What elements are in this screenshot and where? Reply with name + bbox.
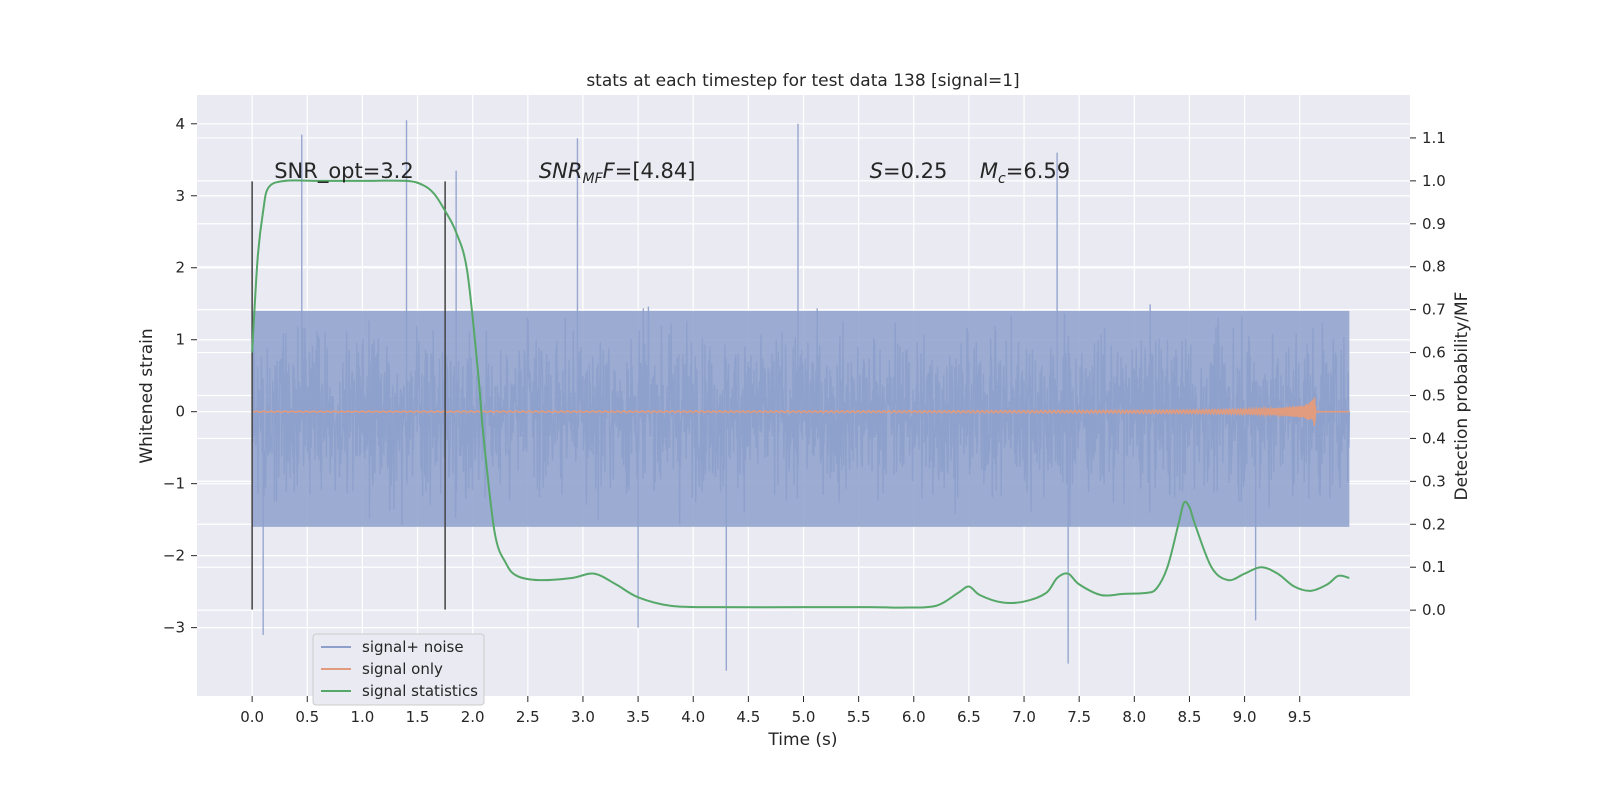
y-left-tick-label: 2 xyxy=(175,259,185,277)
x-tick-label: 4.5 xyxy=(736,708,760,726)
y-left-tick-label: −2 xyxy=(163,547,185,565)
x-tick-label: 8.5 xyxy=(1178,708,1202,726)
annotation-part: M xyxy=(980,159,998,183)
x-axis-ticks: 0.0 0.5 1.0 1.5 2.0 2.5 3.0 3.5 4.0 4.5 5.0 5.5 6.0 6… xyxy=(240,696,1312,726)
y-right-tick-label: 0.0 xyxy=(1422,601,1446,619)
annotation-part: SNR_opt=3.2 xyxy=(274,159,414,184)
x-axis-label: Time (s) xyxy=(767,730,837,750)
annotations: SNR_opt=3.2 SNRMFF=[4.84] S=0.25 Mc=6.59 xyxy=(274,159,1070,187)
x-tick-label: 5.5 xyxy=(847,708,871,726)
legend-box xyxy=(312,633,485,706)
y-axis-left-ticks: −3 −2 −1 0 1 2 3 4 xyxy=(163,115,197,637)
y-axis-left-label: Whitened strain xyxy=(137,328,157,463)
annotation-part: c xyxy=(998,171,1006,187)
x-tick-label: 0.0 xyxy=(240,708,264,726)
y-left-tick-label: 0 xyxy=(175,403,185,421)
y-left-tick-label: −1 xyxy=(163,475,185,493)
y-right-tick-label: 0.7 xyxy=(1422,301,1446,319)
chart-title: stats at each timestep for test data 138… xyxy=(586,71,1019,91)
x-tick-label: 9.0 xyxy=(1233,708,1257,726)
x-tick-label: 7.5 xyxy=(1067,708,1091,726)
y-right-tick-label: 0.9 xyxy=(1422,215,1446,233)
y-left-tick-label: −3 xyxy=(163,619,185,637)
annotation-part: MF xyxy=(582,171,603,187)
series-signal-plus-noise xyxy=(251,120,1351,671)
legend-label-signal-plus-noise: signal+ noise xyxy=(362,638,464,656)
line-signal-only xyxy=(251,397,1350,427)
annotation-text: SNRMFF=[4.84] xyxy=(539,159,696,187)
y-right-tick-label: 0.3 xyxy=(1422,472,1446,490)
annotation-text: S=0.25 xyxy=(870,159,948,183)
annotation-part: S xyxy=(870,159,883,183)
x-tick-label: 9.5 xyxy=(1288,708,1312,726)
y-right-tick-label: 1.1 xyxy=(1422,129,1446,147)
x-tick-label: 1.0 xyxy=(350,708,374,726)
annotation-part: =[4.84] xyxy=(615,159,696,183)
annotation-part: =0.25 xyxy=(883,159,947,183)
y-left-tick-label: 4 xyxy=(175,115,185,133)
y-left-tick-label: 1 xyxy=(175,331,185,349)
line-signal-statistics xyxy=(251,179,1350,609)
x-tick-label: 3.5 xyxy=(626,708,650,726)
y-right-tick-label: 1.0 xyxy=(1422,172,1446,190)
annotation-text: SNR_opt=3.2 xyxy=(274,159,414,184)
y-right-tick-label: 0.8 xyxy=(1422,258,1446,276)
legend-label-signal-only: signal only xyxy=(362,660,443,678)
x-tick-label: 2.0 xyxy=(461,708,485,726)
annotation-part: =6.59 xyxy=(1006,159,1070,183)
annotation-part: F xyxy=(603,159,616,183)
x-tick-label: 8.0 xyxy=(1122,708,1146,726)
y-right-tick-label: 0.6 xyxy=(1422,344,1446,362)
series-signal-statistics xyxy=(251,179,1350,609)
y-right-tick-label: 0.1 xyxy=(1422,558,1446,576)
x-tick-label: 4.0 xyxy=(681,708,705,726)
y-right-tick-label: 0.4 xyxy=(1422,429,1446,447)
vertical-markers xyxy=(251,181,446,610)
x-tick-label: 6.0 xyxy=(902,708,926,726)
x-tick-label: 6.5 xyxy=(957,708,981,726)
y-right-tick-label: 0.2 xyxy=(1422,515,1446,533)
x-tick-label: 2.5 xyxy=(516,708,540,726)
y-axis-right-label: Detection probability/MF xyxy=(1452,292,1472,501)
x-tick-label: 0.5 xyxy=(295,708,319,726)
y-left-tick-label: 3 xyxy=(175,187,185,205)
x-tick-label: 1.5 xyxy=(406,708,430,726)
x-tick-label: 5.0 xyxy=(792,708,816,726)
y-axis-right-ticks: 0.0 0.1 0.2 0.3 0.4 0.5 0.6 0.7 0.8 0.9 1.0 1.1 xyxy=(1410,129,1446,619)
legend-label-signal-statistics: signal statistics xyxy=(362,682,478,700)
annotation-text: Mc=6.59 xyxy=(980,159,1070,187)
noise-core-band xyxy=(252,310,1350,527)
y-right-tick-label: 0.5 xyxy=(1422,387,1446,405)
x-tick-label: 3.0 xyxy=(571,708,595,726)
annotation-part: SNR xyxy=(539,159,583,183)
x-tick-label: 7.0 xyxy=(1012,708,1036,726)
series-signal-only xyxy=(251,397,1350,427)
legend: signal+ noise signal only signal statist… xyxy=(312,633,485,706)
